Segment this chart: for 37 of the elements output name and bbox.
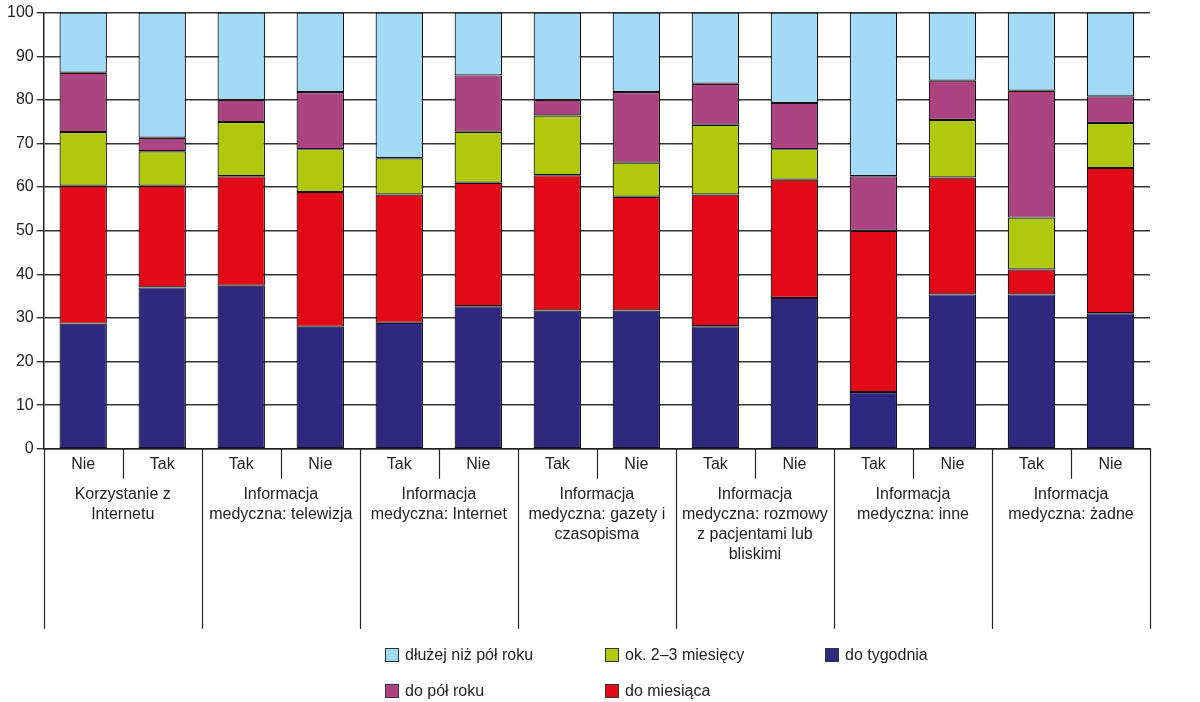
x-tick-label: Tak	[228, 454, 255, 472]
x-tick-label: Nie	[308, 454, 333, 472]
legend-label: do miesiąca	[625, 682, 711, 700]
x-tick-label: Nie	[71, 454, 96, 472]
y-tick-label: 30	[15, 308, 34, 326]
x-tick-label: Nie	[940, 454, 965, 472]
legend-label: do tygodnia	[845, 646, 928, 664]
text: Korzystanie z Internetu	[74, 485, 171, 523]
x-tick-label: Nie	[624, 454, 649, 472]
y-tick-label: 0	[24, 439, 34, 457]
legend-label: do pół roku	[405, 682, 485, 700]
x-tick-label: Tak	[544, 454, 571, 472]
y-tick-label: 70	[15, 133, 34, 151]
y-tick-label: 100	[6, 3, 34, 21]
x-tick-label: Tak	[149, 454, 176, 472]
y-tick-label: 50	[15, 221, 34, 239]
y-tick-label: 20	[15, 351, 34, 369]
x-tick-label: Tak	[702, 454, 729, 472]
text: Informacja medyczna: gazety i czasopisma	[528, 485, 666, 543]
legend-label: dłużej niż pół roku	[405, 646, 534, 664]
y-tick-label: 90	[15, 46, 34, 64]
y-tick-label: 80	[15, 90, 34, 108]
x-tick-label: Nie	[782, 454, 807, 472]
x-tick-label: Nie	[1098, 454, 1123, 472]
x-tick-label: Tak	[860, 454, 887, 472]
text: Informacja medyczna: inne	[856, 485, 970, 523]
text: Informacja medyczna: Internet	[370, 485, 508, 523]
x-tick-label: Tak	[1019, 454, 1045, 472]
text: Informacja medyczna: telewizja	[209, 485, 353, 523]
text: Informacja medyczna: żadne	[1008, 485, 1134, 523]
legend-label: ok. 2–3 miesięcy	[625, 646, 745, 664]
x-tick-label: Nie	[466, 454, 491, 472]
y-tick-label: 60	[15, 177, 34, 195]
text: Informacja medyczna: rozmowy z pacjentami lub bliskimi	[681, 485, 828, 563]
y-tick-label: 40	[15, 264, 34, 282]
x-tick-label: Tak	[386, 454, 413, 472]
y-tick-label: 10	[15, 395, 34, 413]
